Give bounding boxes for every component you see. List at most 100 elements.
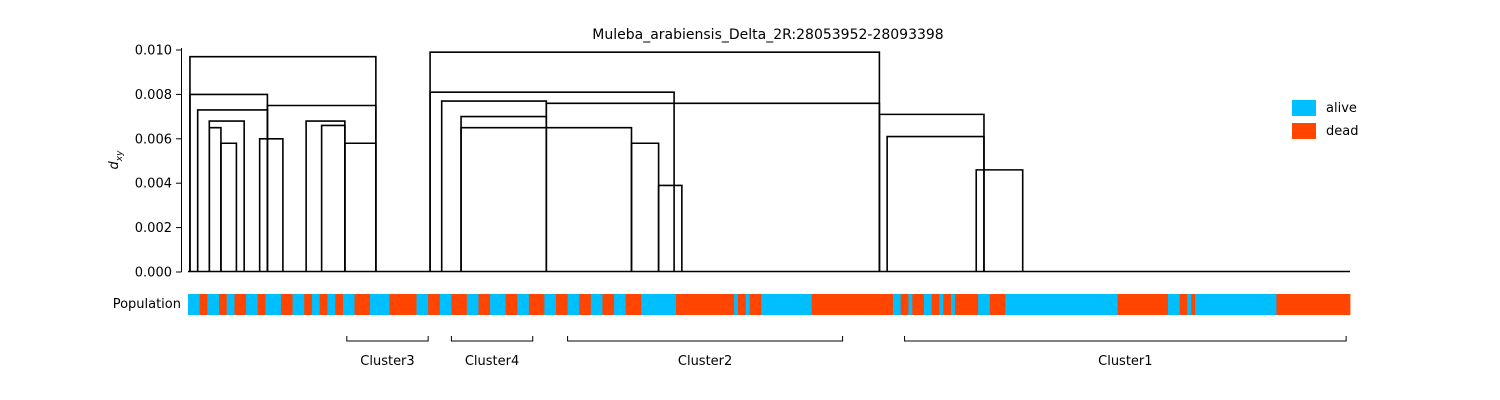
population-segment-alive bbox=[939, 294, 944, 315]
dendrogram-link bbox=[878, 113, 985, 272]
population-segment-dead bbox=[304, 294, 313, 315]
cluster-label: Cluster4 bbox=[465, 354, 519, 369]
population-segment-dead bbox=[749, 294, 762, 315]
population-segment-alive bbox=[292, 294, 305, 315]
y-tick-label: 0.004 bbox=[135, 177, 172, 192]
population-segment-dead bbox=[218, 294, 228, 315]
cluster-bracket bbox=[346, 336, 429, 342]
population-segment-dead bbox=[943, 294, 952, 315]
population-segment-dead bbox=[1191, 294, 1196, 315]
population-segment-dead bbox=[811, 294, 863, 315]
population-segment-alive bbox=[466, 294, 479, 315]
population-segment-dead bbox=[1276, 294, 1351, 315]
population-segment-alive bbox=[1187, 294, 1192, 315]
dendrogram-link bbox=[440, 100, 548, 272]
population-segment-alive bbox=[614, 294, 627, 315]
cluster-brackets: Cluster3 Cluster4 Cluster2 Cluster1 bbox=[346, 336, 1347, 369]
y-tick-label: 0.010 bbox=[135, 44, 172, 59]
population-segment-dead bbox=[478, 294, 491, 315]
population-segment-alive bbox=[342, 294, 355, 315]
population-segment-alive bbox=[311, 294, 321, 315]
y-tick-label: 0.006 bbox=[135, 132, 172, 147]
dendrogram-link bbox=[220, 142, 238, 272]
population-segment-dead bbox=[555, 294, 568, 315]
legend-swatch-alive bbox=[1292, 100, 1316, 116]
dendrogram-link bbox=[208, 126, 222, 272]
dendrogram-link bbox=[258, 138, 284, 272]
legend-swatch-dead bbox=[1292, 123, 1316, 139]
population-segment-dead bbox=[989, 294, 1006, 315]
population-segment-dead bbox=[428, 294, 441, 315]
population-segment-dead bbox=[738, 294, 747, 315]
legend-label: dead bbox=[1326, 124, 1358, 139]
population-segment-alive bbox=[1005, 294, 1118, 315]
cluster-label: Cluster1 bbox=[1098, 354, 1152, 369]
population-segment-alive bbox=[416, 294, 429, 315]
dendrogram-link bbox=[320, 124, 346, 272]
population-segment-alive bbox=[490, 294, 507, 315]
population-segment-alive bbox=[226, 294, 235, 315]
y-tick-label: 0.008 bbox=[135, 88, 172, 103]
legend: alive dead bbox=[1292, 100, 1358, 139]
dendrogram-link bbox=[886, 135, 985, 272]
population-segment-dead bbox=[528, 294, 545, 315]
cluster-label: Cluster3 bbox=[360, 354, 414, 369]
population-segment-dead bbox=[1179, 294, 1188, 315]
cluster-bracket bbox=[904, 336, 1347, 342]
population-segment-dead bbox=[319, 294, 328, 315]
population-segment-dead bbox=[1117, 294, 1169, 315]
population-segment-dead bbox=[579, 294, 592, 315]
y-ticks: 0.000 0.002 0.004 0.006 0.008 0.010 bbox=[135, 44, 182, 281]
population-segment-alive bbox=[544, 294, 557, 315]
population-segment-alive bbox=[1167, 294, 1180, 315]
population-segment-dead bbox=[625, 294, 642, 315]
dendrogram-link bbox=[545, 102, 881, 272]
legend-label: alive bbox=[1326, 101, 1357, 116]
population-segment-dead bbox=[861, 294, 894, 315]
dendrogram-link bbox=[305, 120, 346, 272]
population-segment-alive bbox=[745, 294, 751, 315]
dendrogram-link bbox=[975, 169, 1024, 272]
population-bar bbox=[188, 294, 1351, 315]
dendrogram-link bbox=[630, 142, 660, 272]
dendrogram-link bbox=[657, 184, 683, 272]
population-segment-alive bbox=[908, 294, 913, 315]
population-segment-alive bbox=[590, 294, 603, 315]
population-segment-dead bbox=[602, 294, 615, 315]
y-axis-label-sub: xy bbox=[115, 150, 125, 162]
population-segment-alive bbox=[517, 294, 530, 315]
population-segment-dead bbox=[451, 294, 468, 315]
population-segment-alive bbox=[978, 294, 991, 315]
population-segment-dead bbox=[912, 294, 925, 315]
population-segment-alive bbox=[567, 294, 580, 315]
population-segment-alive bbox=[327, 294, 336, 315]
population-segment-dead bbox=[954, 294, 964, 315]
dendrogram-link bbox=[196, 109, 269, 272]
population-segment-dead bbox=[683, 294, 735, 315]
population-segment-dead bbox=[505, 294, 518, 315]
population-segment-dead bbox=[962, 294, 979, 315]
population-segment-alive bbox=[641, 294, 677, 315]
population-segment-alive bbox=[892, 294, 902, 315]
population-segment-dead bbox=[900, 294, 909, 315]
population-segment-alive bbox=[951, 294, 956, 315]
cluster-bracket bbox=[450, 336, 534, 342]
population-segment-alive bbox=[265, 294, 282, 315]
population-segment-alive bbox=[370, 294, 390, 315]
dendrogram-link bbox=[429, 51, 881, 272]
cluster-label: Cluster2 bbox=[678, 354, 732, 369]
population-segment-dead bbox=[335, 294, 344, 315]
population-segment-alive bbox=[1195, 294, 1277, 315]
dendrogram-link bbox=[344, 142, 377, 272]
population-segment-alive bbox=[923, 294, 933, 315]
svg-text:dxy: dxy bbox=[107, 150, 125, 170]
y-axis-label-main: d bbox=[107, 160, 122, 169]
population-segment-alive bbox=[188, 294, 201, 315]
population-segment-dead bbox=[257, 294, 266, 315]
population-segment-dead bbox=[676, 294, 685, 315]
dendrogram-link bbox=[429, 91, 675, 272]
population-segment-alive bbox=[734, 294, 739, 315]
population-segment-alive bbox=[207, 294, 220, 315]
population-segment-dead bbox=[389, 294, 417, 315]
